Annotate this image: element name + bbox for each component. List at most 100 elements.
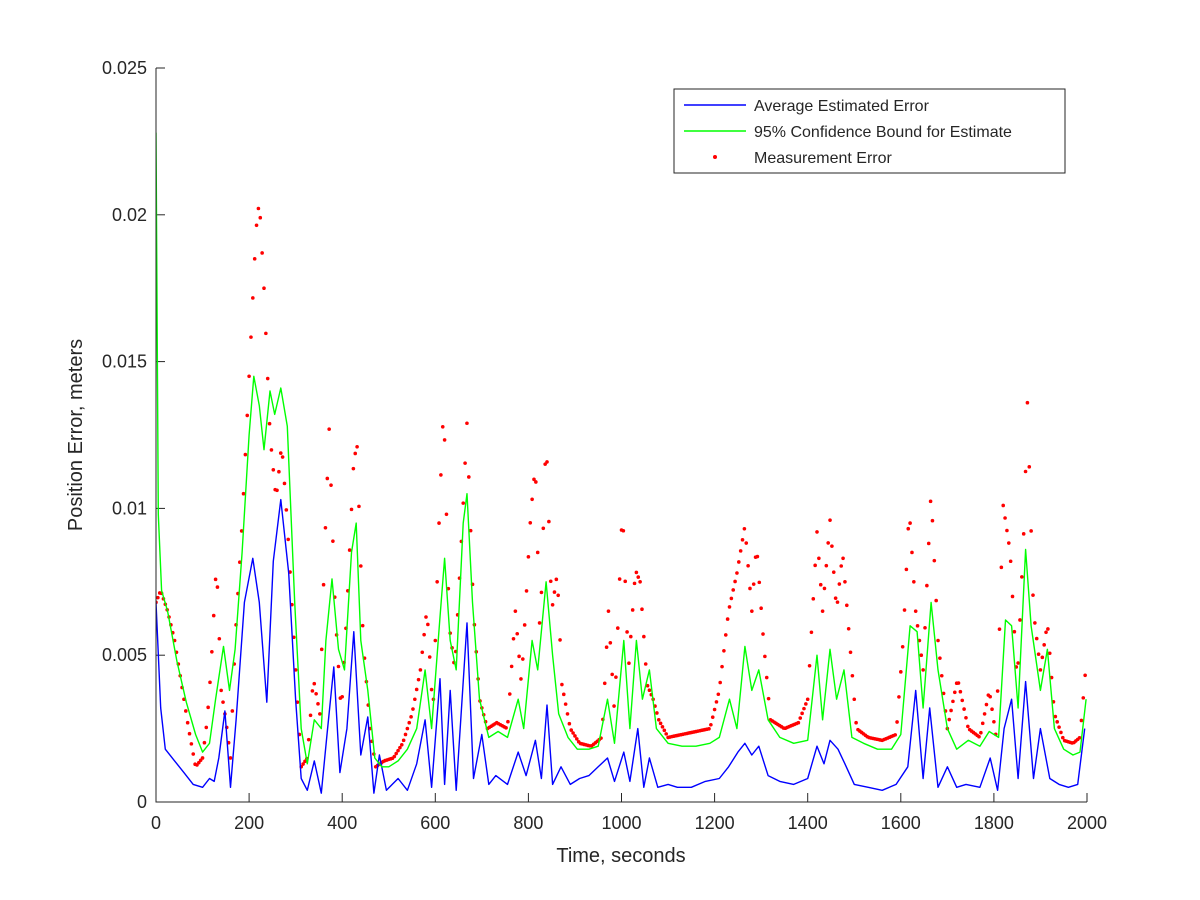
measurement-error-point [394, 751, 398, 756]
measurement-error-point [275, 488, 279, 493]
measurement-error-point [1077, 735, 1082, 740]
measurement-error-point [526, 555, 531, 559]
measurement-error-point [1031, 593, 1035, 597]
x-axis-ticks: 0 200 400 600 800 1000 1200 1400 1600 1800 2000 [151, 793, 1107, 833]
measurement-error-point [897, 695, 901, 699]
measurement-error-point [463, 461, 467, 465]
measurement-error-point [720, 664, 724, 669]
measurement-error-point [357, 504, 361, 509]
measurement-error-point [895, 720, 899, 724]
measurement-error-point [645, 683, 650, 688]
y-tick-label: 0.01 [112, 498, 147, 518]
measurement-error-point [763, 654, 767, 659]
measurement-error-point [630, 608, 635, 612]
measurement-error-point [938, 656, 942, 660]
measurement-error-point [1025, 400, 1030, 405]
measurement-error-point [1034, 636, 1039, 641]
measurement-error-point [465, 421, 469, 426]
measurement-error-point [329, 483, 333, 487]
measurement-error-point [556, 593, 560, 598]
measurement-error-point [710, 715, 715, 719]
measurement-error-point [820, 609, 825, 613]
measurement-error-point [1033, 621, 1037, 625]
measurement-error-point [191, 752, 196, 756]
measurement-error-point [325, 476, 330, 481]
measurement-error-point [923, 625, 927, 630]
measurement-error-point [461, 501, 466, 505]
measurement-error-point [818, 582, 823, 587]
axes-box [155, 68, 1087, 803]
measurement-error-point [1057, 725, 1061, 729]
measurement-error-point [409, 715, 413, 719]
measurement-error-point [846, 626, 851, 631]
measurement-error-point [247, 374, 251, 379]
measurement-error-point [550, 602, 555, 607]
measurement-error-point [1060, 735, 1065, 740]
measurement-error-point [424, 615, 428, 619]
measurement-error-point [738, 549, 743, 553]
measurement-error-point [757, 580, 762, 585]
measurement-error-point [841, 556, 845, 561]
measurement-error-point [949, 708, 953, 713]
measurement-error-point [848, 650, 853, 655]
measurement-error-point [828, 518, 832, 522]
measurement-error-point [537, 621, 542, 625]
measurement-error-point [964, 715, 968, 720]
measurement-error-point [744, 541, 749, 545]
measurement-error-point [764, 675, 769, 680]
measurement-error-point [1020, 575, 1024, 579]
measurement-error-point [722, 648, 726, 653]
measurement-error-point [831, 570, 836, 574]
measurement-error-point [755, 554, 760, 559]
x-tick-label: 1000 [601, 813, 641, 833]
measurement-error-point [815, 530, 819, 534]
measurement-error-point [807, 663, 812, 668]
legend: Average Estimated Error 95% Confidence B… [673, 88, 1066, 174]
measurement-error-point [740, 538, 745, 542]
measurement-error-point [245, 413, 250, 418]
measurement-error-point [805, 697, 810, 702]
measurement-error-point [351, 466, 356, 471]
y-tick-label: 0.005 [102, 645, 147, 665]
measurement-error-point [925, 583, 929, 588]
measurement-error-point [798, 716, 803, 720]
measurement-error-point [952, 690, 957, 695]
measurement-error-point [239, 529, 244, 533]
measurement-error-point [206, 705, 210, 710]
y-tick-label: 0 [137, 792, 147, 812]
measurement-error-point [1044, 630, 1048, 635]
measurement-error-point [629, 634, 633, 639]
measurement-error-point [521, 657, 525, 661]
x-tick-label: 0 [151, 813, 161, 833]
x-tick-label: 600 [420, 813, 450, 833]
measurement-error-point [435, 580, 439, 584]
measurement-error-point [277, 469, 281, 474]
measurement-error-point [265, 376, 270, 381]
measurement-error-point [1018, 618, 1022, 622]
measurement-error-point [984, 702, 989, 707]
measurement-error-point [433, 638, 438, 643]
series-measurement-error [156, 206, 1087, 769]
measurement-error-point [278, 451, 283, 455]
measurement-error-point [735, 571, 739, 575]
measurement-error-point [977, 734, 981, 739]
measurement-error-point [211, 613, 216, 618]
x-tick-label: 1800 [974, 813, 1014, 833]
measurement-error-point [992, 719, 996, 724]
measurement-error-point [156, 595, 160, 600]
measurement-error-point [210, 649, 214, 654]
measurement-error-point [254, 223, 259, 228]
measurement-error-point [915, 624, 920, 628]
measurement-error-point [727, 605, 732, 609]
measurement-error-point [310, 689, 315, 693]
measurement-error-point [511, 636, 516, 641]
measurement-error-point [712, 707, 717, 712]
measurement-error-point [990, 707, 994, 712]
measurement-error-point [709, 722, 713, 727]
measurement-error-point [219, 688, 223, 693]
y-tick-label: 0.025 [102, 58, 147, 78]
measurement-error-point [930, 518, 935, 523]
measurement-error-point [504, 726, 508, 730]
measurement-error-point [541, 526, 546, 531]
confidence-bound-line [156, 132, 1087, 768]
